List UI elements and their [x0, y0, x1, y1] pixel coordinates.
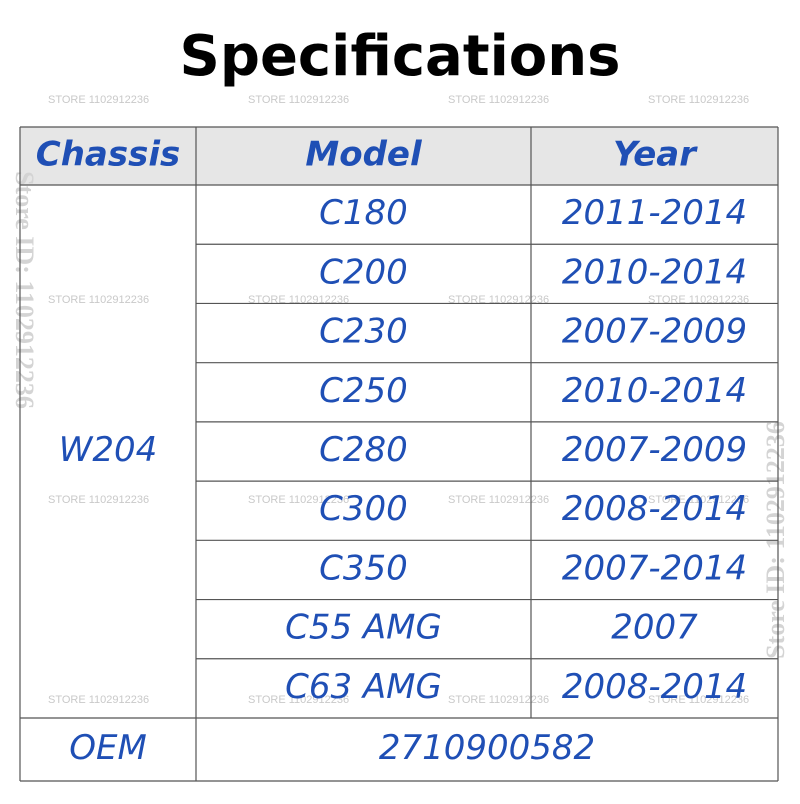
watermark: STORE 1102912236: [448, 494, 549, 506]
model-cell: C55 AMG: [285, 608, 442, 648]
watermark: STORE 1102912236: [248, 294, 349, 306]
watermark: STORE 1102912236: [48, 694, 149, 706]
watermark: STORE 1102912236: [248, 694, 349, 706]
watermark: STORE 1102912236: [648, 694, 749, 706]
year-cell: 2007-2009: [562, 312, 747, 352]
model-cell: C63 AMG: [285, 667, 442, 707]
side-watermark: Store ID: 1102912236: [10, 171, 39, 409]
watermark: STORE 1102912236: [448, 694, 549, 706]
year-cell: 2007-2009: [562, 430, 747, 470]
year-cell: 2008-2014: [562, 667, 747, 707]
model-cell: C280: [319, 430, 408, 470]
watermark: STORE 1102912236: [648, 94, 749, 106]
watermark: STORE 1102912236: [48, 294, 149, 306]
model-cell: C300: [319, 489, 408, 529]
year-cell: 2008-2014: [562, 489, 747, 529]
title: Specifications: [180, 24, 621, 89]
watermark: STORE 1102912236: [648, 494, 749, 506]
oem-value: 2710900582: [379, 728, 595, 768]
model-cell: C350: [319, 548, 408, 588]
header-cell: Model: [305, 135, 423, 175]
model-cell: C180: [319, 193, 408, 233]
watermark: STORE 1102912236: [48, 94, 149, 106]
model-cell: C230: [319, 312, 408, 352]
chassis-cell: W204: [59, 430, 158, 470]
model-cell: C200: [319, 252, 408, 292]
header-cell: Year: [613, 135, 698, 175]
year-cell: 2007-2014: [562, 548, 747, 588]
oem-label: OEM: [69, 728, 147, 768]
year-cell: 2010-2014: [562, 252, 747, 292]
watermark: STORE 1102912236: [648, 294, 749, 306]
watermark: STORE 1102912236: [448, 94, 549, 106]
watermark: STORE 1102912236: [248, 94, 349, 106]
watermark: STORE 1102912236: [48, 494, 149, 506]
year-cell: 2010-2014: [562, 371, 747, 411]
year-cell: 2011-2014: [562, 193, 747, 233]
watermark: STORE 1102912236: [448, 294, 549, 306]
watermark: STORE 1102912236: [248, 494, 349, 506]
header-background: [20, 127, 778, 185]
year-cell: 2007: [611, 608, 698, 648]
header-cell: Chassis: [36, 135, 180, 175]
model-cell: C250: [319, 371, 408, 411]
